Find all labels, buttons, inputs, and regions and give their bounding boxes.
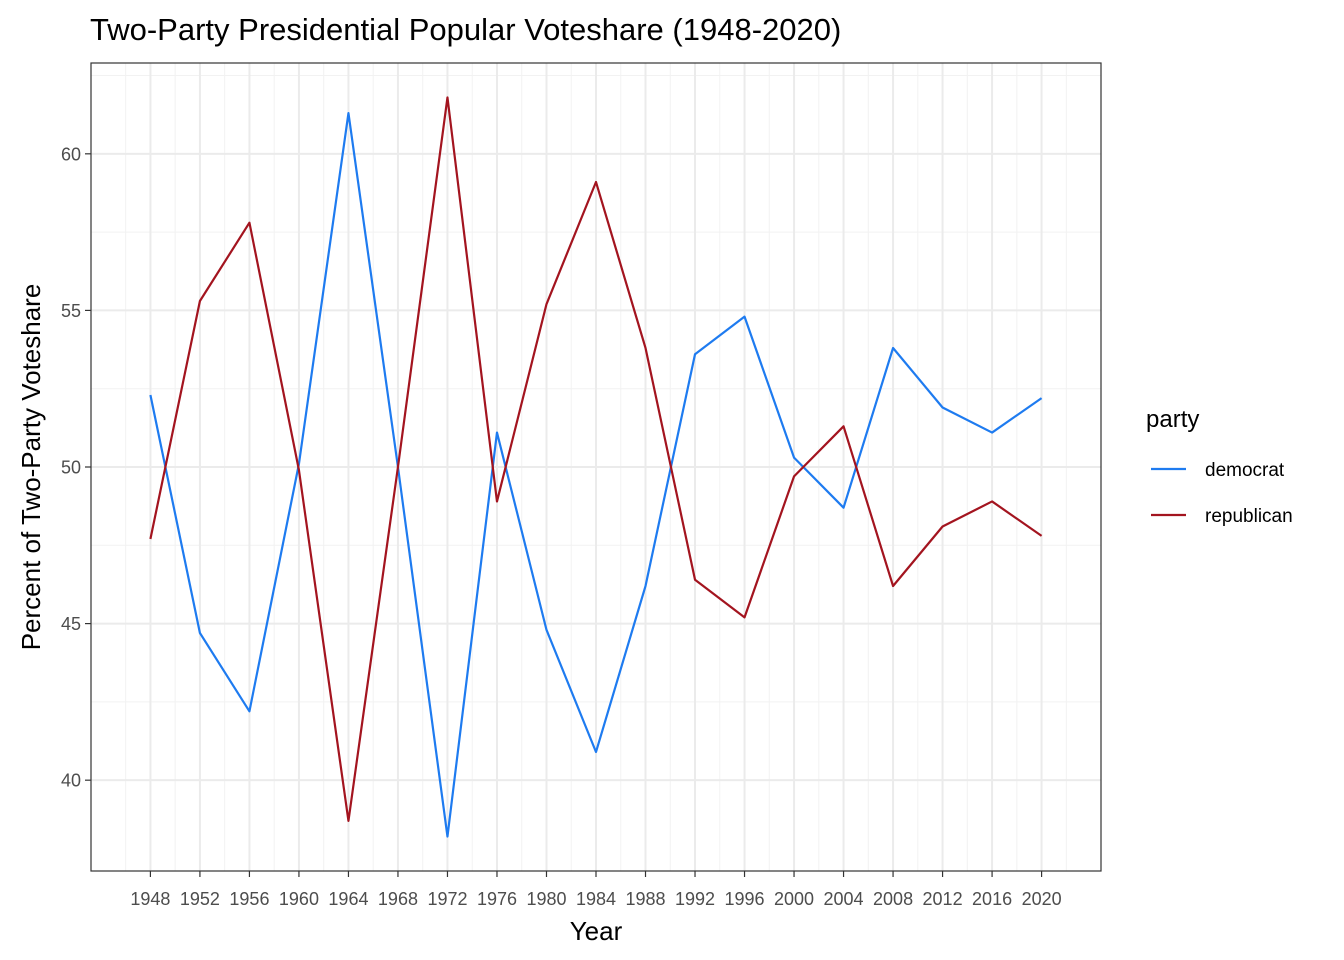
y-axis: 40 45 50 55 60 <box>61 144 91 791</box>
series-line-democrat <box>149 112 1043 838</box>
series-line-republican <box>149 96 1043 822</box>
x-tick-label: 2016 <box>972 889 1012 909</box>
x-tick-label: 1980 <box>526 889 566 909</box>
x-tick-label: 1952 <box>180 889 220 909</box>
series-lines <box>149 96 1043 838</box>
x-tick-label: 2004 <box>824 889 864 909</box>
y-tick-label: 60 <box>61 144 81 164</box>
legend-title: party <box>1146 406 1199 433</box>
x-tick-label: 1956 <box>229 889 269 909</box>
x-tick-label: 1964 <box>328 889 368 909</box>
y-tick-label: 40 <box>61 771 81 791</box>
chart-title: Two-Party Presidential Popular Voteshare… <box>90 12 841 47</box>
y-axis-title: Percent of Two-Party Voteshare <box>16 284 46 651</box>
x-tick-label: 2020 <box>1022 889 1062 909</box>
x-tick-label: 1972 <box>427 889 467 909</box>
grid-lines <box>91 63 1101 871</box>
plot-panel <box>90 62 1102 872</box>
x-tick-label: 1968 <box>378 889 418 909</box>
y-tick-label: 50 <box>61 458 81 478</box>
x-tick-label: 1960 <box>279 889 319 909</box>
x-tick-label: 1992 <box>675 889 715 909</box>
x-tick-label: 1948 <box>130 889 170 909</box>
x-tick-label: 1984 <box>576 889 616 909</box>
legend: party democrat republican <box>1146 406 1293 527</box>
x-tick-label: 1996 <box>725 889 765 909</box>
x-tick-label: 2000 <box>774 889 814 909</box>
x-tick-label: 1976 <box>477 889 517 909</box>
y-tick-label: 45 <box>61 614 81 634</box>
x-axis: 1948 1952 1956 1960 1964 1968 1972 1976 1980 1984… <box>130 871 1062 909</box>
legend-label-republican: republican <box>1205 506 1293 527</box>
legend-items: democrat republican <box>1151 460 1293 527</box>
x-tick-label: 1988 <box>625 889 665 909</box>
x-tick-label: 2012 <box>923 889 963 909</box>
legend-label-democrat: democrat <box>1205 460 1285 481</box>
x-axis-title: Year <box>570 916 623 946</box>
y-tick-label: 55 <box>61 301 81 321</box>
x-tick-label: 2008 <box>873 889 913 909</box>
